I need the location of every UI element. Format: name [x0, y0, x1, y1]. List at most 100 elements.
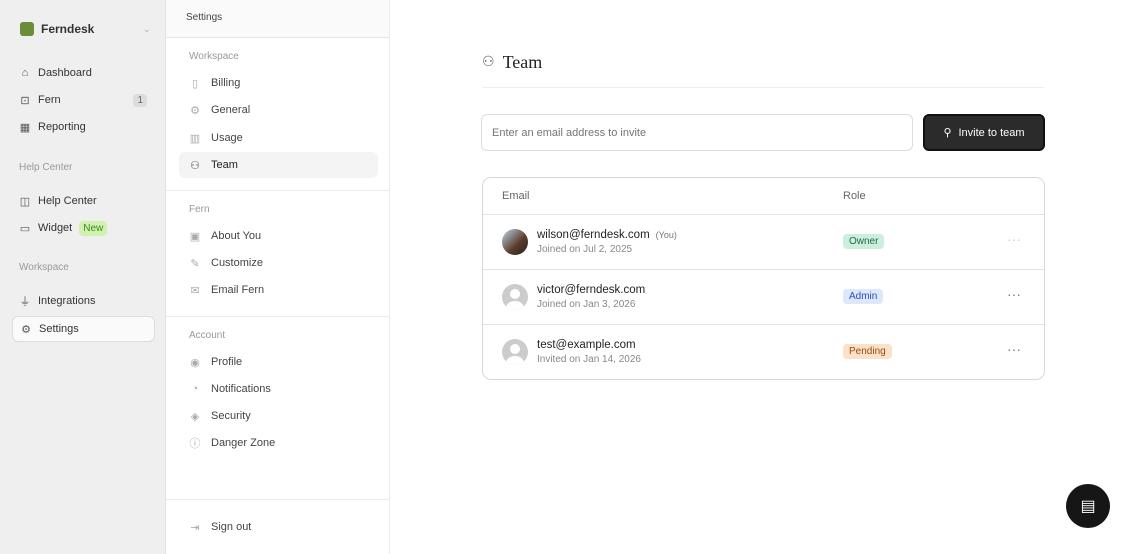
count-badge: 1: [133, 93, 147, 107]
section-label: Help Center: [19, 162, 73, 173]
nav-integrations[interactable]: ⏚ Integrations: [12, 288, 155, 314]
nav-label: Settings: [39, 323, 79, 335]
settings-general[interactable]: ⚙ General: [179, 97, 378, 123]
invite-email-input[interactable]: [481, 114, 913, 151]
settings-header: Settings: [166, 0, 389, 38]
logout-icon: ⇥: [190, 521, 200, 534]
nav-widget[interactable]: ▭ Widget New: [12, 215, 155, 241]
nav-fern[interactable]: ⊡ Fern 1: [12, 87, 155, 113]
avatar-placeholder: [502, 284, 528, 310]
settings-danger-zone[interactable]: ⓘ Danger Zone: [179, 430, 378, 456]
nav-label: Help Center: [38, 195, 97, 207]
member-email: wilson@ferndesk.com: [537, 229, 650, 241]
pencil-icon: ✎: [190, 257, 200, 270]
alert-icon: ⓘ: [189, 438, 201, 450]
nav-help-center[interactable]: ◫ Help Center: [12, 188, 155, 214]
table-row: test@example.com Invited on Jan 14, 2026…: [483, 325, 1044, 379]
brand-name: Ferndesk: [41, 22, 95, 36]
workspace-switcher[interactable]: Ferndesk: [20, 22, 94, 36]
settings-security[interactable]: ◈ Security: [179, 403, 378, 429]
invite-button[interactable]: ⚲ Invite to team: [923, 114, 1045, 151]
item-label: Sign out: [211, 521, 252, 533]
table-row: victor@ferndesk.com Joined on Jan 3, 202…: [483, 270, 1044, 325]
settings-email-fern[interactable]: ✉ Email Fern: [179, 277, 378, 303]
bar-chart-icon: ▥: [189, 132, 201, 145]
section-label: Account: [189, 330, 226, 341]
divider: [166, 190, 390, 191]
sidebar: Ferndesk ⌄ ⌂ Dashboard ⊡ Fern 1 ▦ Reporting …: [0, 0, 166, 554]
item-label: General: [211, 104, 251, 116]
nav-label: Dashboard: [38, 67, 92, 79]
item-label: Danger Zone: [211, 437, 276, 449]
book-icon: ◫: [19, 195, 31, 208]
item-label: Notifications: [211, 383, 271, 395]
chevron-down-icon[interactable]: ⌄: [143, 24, 151, 34]
member-date: Joined on Jul 2, 2025: [537, 244, 633, 255]
more-icon[interactable]: ···: [1007, 286, 1021, 302]
section-label: Fern: [189, 204, 210, 215]
user-plus-icon: ⚲: [943, 127, 952, 139]
more-icon[interactable]: ···: [1007, 341, 1021, 357]
settings-profile[interactable]: ◉ Profile: [179, 349, 378, 375]
column-role: Role: [843, 190, 866, 202]
message-icon: ▭: [19, 222, 31, 235]
item-label: Customize: [211, 257, 263, 269]
plug-icon: ⏚: [19, 296, 31, 308]
user-icon: ◉: [190, 356, 200, 369]
table-header: Email Role: [483, 178, 1044, 215]
settings-about-you[interactable]: ▣ About You: [179, 223, 378, 249]
new-badge: New: [79, 220, 108, 236]
receipt-icon: ▯: [191, 77, 199, 90]
gear-icon: ⚙: [190, 104, 200, 117]
chart-icon: ▦: [19, 121, 31, 134]
nav-label: Reporting: [38, 121, 86, 133]
sign-out-button[interactable]: ⇥ Sign out: [179, 514, 378, 540]
divider: [482, 87, 1044, 88]
nav-label: Integrations: [38, 295, 96, 307]
item-label: Billing: [211, 77, 241, 89]
nav-reporting[interactable]: ▦ Reporting: [12, 114, 155, 140]
more-icon[interactable]: ···: [1007, 231, 1021, 247]
member-date: Joined on Jan 3, 2026: [537, 299, 636, 310]
title-text: Team: [502, 52, 543, 72]
settings-usage[interactable]: ▥ Usage: [179, 125, 378, 151]
settings-team[interactable]: ⚇ Team: [179, 152, 378, 178]
bot-icon: ⊡: [20, 94, 30, 107]
settings-notifications[interactable]: ◔ Notifications: [179, 376, 378, 402]
ferndesk-logo: [20, 22, 34, 36]
column-email: Email: [502, 190, 530, 202]
you-label: (You): [655, 230, 677, 240]
role-badge: Owner: [843, 234, 885, 249]
item-label: Security: [211, 410, 251, 422]
item-label: Email Fern: [211, 284, 265, 296]
page-title: ⚇ Team: [482, 52, 542, 73]
shield-icon: ◈: [190, 410, 200, 423]
item-label: About You: [211, 230, 262, 242]
gear-icon: ⚙: [21, 323, 31, 336]
section-label: Workspace: [19, 262, 69, 273]
nav-dashboard[interactable]: ⌂ Dashboard: [12, 60, 155, 86]
divider: [166, 499, 390, 500]
member-date: Invited on Jan 14, 2026: [537, 354, 641, 365]
bell-icon: ◔: [191, 383, 199, 395]
settings-billing[interactable]: ▯ Billing: [179, 70, 378, 96]
document-icon: ▤: [1080, 498, 1096, 515]
item-label: Usage: [211, 132, 243, 144]
nav-settings[interactable]: ⚙ Settings: [12, 316, 155, 342]
mail-icon: ✉: [190, 284, 200, 297]
avatar-placeholder: [502, 339, 528, 365]
divider: [166, 316, 390, 317]
home-icon: ⌂: [21, 67, 29, 79]
item-label: Team: [211, 159, 238, 171]
settings-customize[interactable]: ✎ Customize: [179, 250, 378, 276]
table-row: wilson@ferndesk.com (You) Joined on Jul 2…: [483, 215, 1044, 270]
nav-label: Widget: [38, 222, 73, 234]
role-badge: Admin: [843, 289, 884, 304]
help-chat-button[interactable]: ▤: [1066, 484, 1110, 528]
member-email: victor@ferndesk.com: [537, 284, 646, 296]
team-table: Email Role wilson@ferndesk.com (You) Joine…: [482, 177, 1045, 380]
button-label: Invite to team: [958, 126, 1025, 139]
users-icon: ⚇: [482, 55, 495, 70]
section-label: Workspace: [189, 51, 239, 62]
nav-label: Fern: [38, 94, 61, 106]
